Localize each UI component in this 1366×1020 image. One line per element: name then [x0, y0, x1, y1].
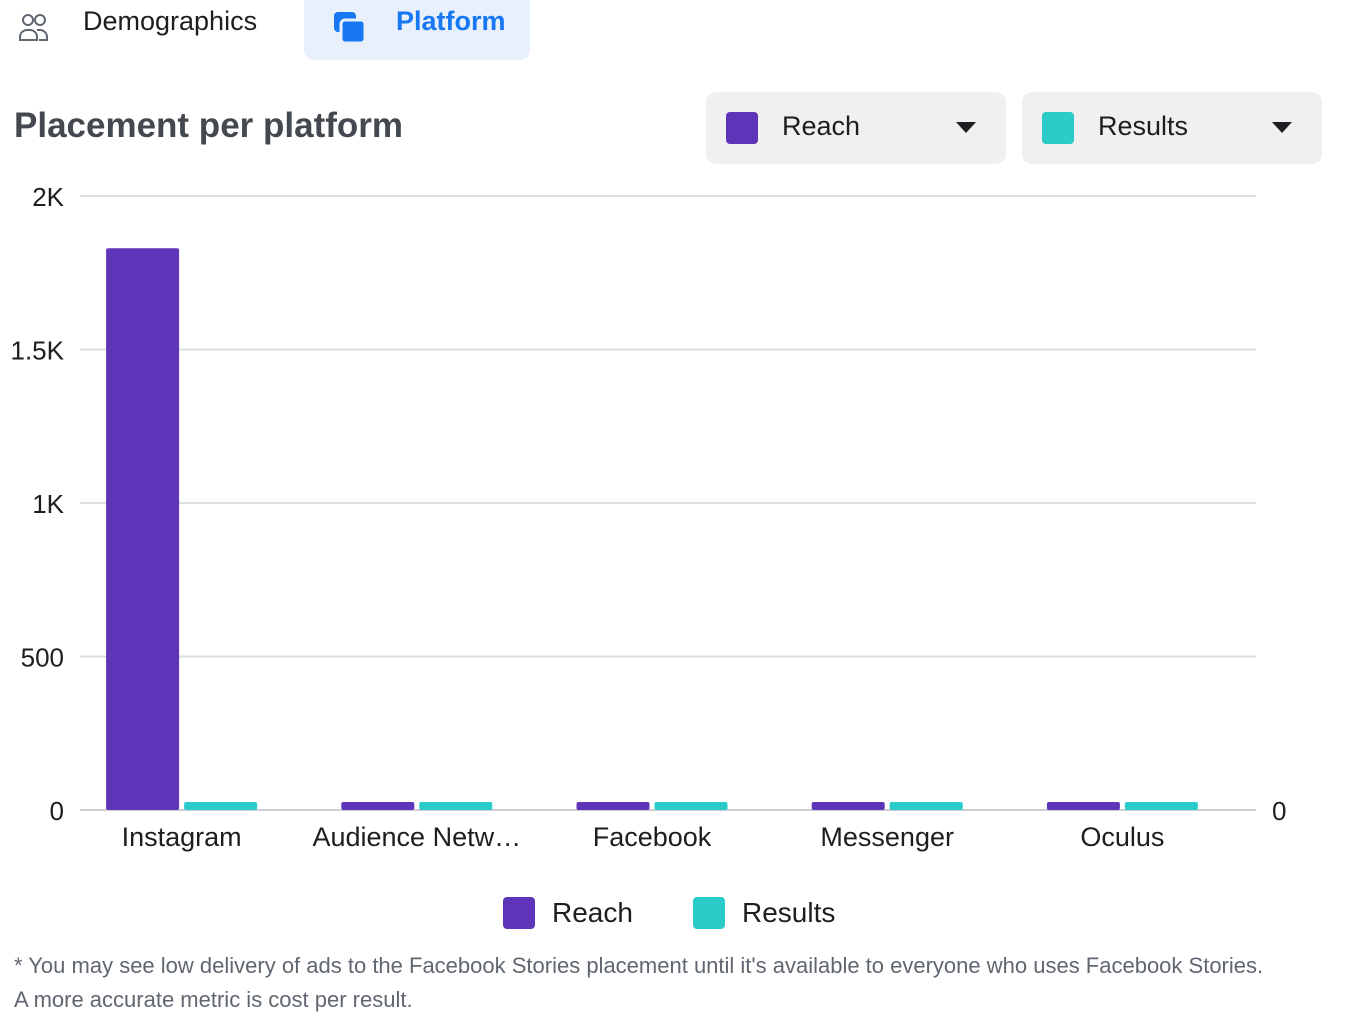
bar-results [419, 802, 493, 810]
legend-label-reach: Reach [552, 897, 633, 928]
y-tick-label: 1K [32, 489, 64, 519]
y-tick-label: 0 [50, 796, 64, 826]
x-tick-label: Messenger [820, 822, 954, 852]
chart-title: Placement per platform [14, 106, 403, 145]
x-tick-label: Facebook [593, 822, 712, 852]
tab-platform[interactable]: Platform [304, 0, 530, 60]
legend-item-results[interactable]: Results [693, 893, 835, 933]
tab-platform-label: Platform [396, 6, 506, 36]
y-tick-label: 500 [21, 643, 64, 673]
bar-reach [106, 248, 180, 810]
y-tick-label: 1.5K [11, 336, 65, 366]
footnote: * You may see low delivery of ads to the… [14, 949, 1366, 1017]
x-tick-label: Audience Netw… [312, 822, 521, 852]
bar-chart: 0 500 1K 1.5K 2K 0 Instagram Audience Netw… Face… [11, 182, 1287, 852]
bar-reach [576, 802, 650, 810]
bar-reach [1046, 802, 1120, 810]
y-tick-label: 2K [32, 182, 64, 212]
bar-results [889, 802, 963, 810]
legend-label-results: Results [742, 897, 836, 928]
caret-down-icon [1272, 122, 1292, 133]
footnote-line-2: A more accurate metric is cost per resul… [14, 987, 413, 1012]
bar-results [1124, 802, 1198, 810]
bar-results [654, 802, 728, 810]
reach-select-label: Reach [782, 111, 861, 141]
tab-demographics[interactable]: Demographics [0, 0, 290, 60]
footnote-line-1: * You may see low delivery of ads to the… [14, 953, 1264, 978]
results-color-swatch [1042, 112, 1074, 144]
legend-swatch-reach [503, 897, 535, 929]
caret-down-icon [956, 122, 976, 133]
bar-reach [811, 802, 885, 810]
bar-reach [341, 802, 415, 810]
people-icon [19, 14, 48, 41]
reach-metric-select[interactable]: Reach [706, 92, 1006, 164]
x-tick-label: Oculus [1080, 822, 1164, 852]
reach-color-swatch [726, 112, 758, 144]
platform-icon [334, 12, 367, 45]
results-metric-select[interactable]: Results [1022, 92, 1322, 164]
tab-demographics-label: Demographics [83, 6, 258, 36]
y2-tick-label: 0 [1272, 796, 1286, 826]
legend-item-reach[interactable]: Reach [503, 893, 633, 933]
x-tick-label: Instagram [122, 822, 242, 852]
bar-results [184, 802, 258, 810]
results-select-label: Results [1098, 111, 1189, 141]
legend-swatch-results [693, 897, 725, 929]
